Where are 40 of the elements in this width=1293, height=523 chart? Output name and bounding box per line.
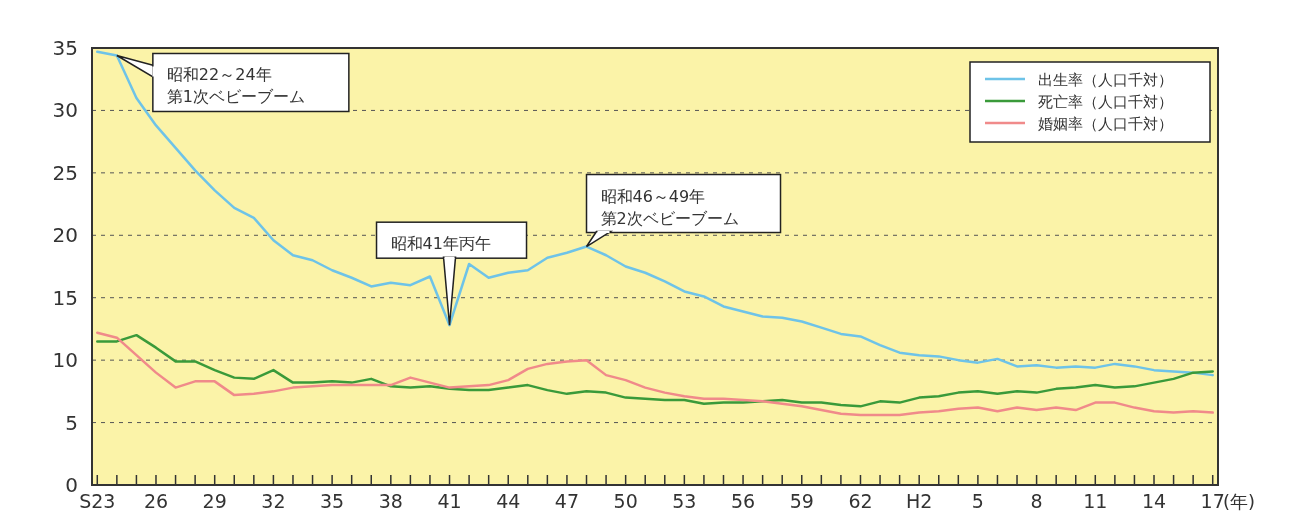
x-tick-label: 38 (378, 490, 403, 512)
x-tick-label: 35 (320, 490, 345, 512)
legend-label: 死亡率（人口千対） (1038, 93, 1173, 111)
annotation: 昭和22～24年 (166, 65, 272, 85)
x-tick-label: 32 (261, 490, 286, 512)
x-tick-label: 47 (554, 490, 580, 512)
x-tick-label: H2 (905, 490, 933, 512)
x-tick-label: 50 (613, 490, 638, 512)
y-tick-label: 15 (52, 285, 78, 310)
x-axis-title: (年) (1223, 491, 1256, 512)
annotation: 第1次ベビーブーム (166, 87, 306, 107)
x-tick-label: S23 (79, 490, 116, 512)
x-tick-label: 62 (848, 490, 873, 512)
y-tick-label: 5 (65, 410, 78, 435)
x-tick-label: 26 (143, 490, 169, 512)
y-tick-label: 35 (52, 36, 78, 60)
legend-label: 婚姻率（人口千対） (1038, 115, 1173, 133)
annotation: 第2次ベビーブーム (600, 208, 739, 228)
x-tick-label: 17 (1200, 490, 1225, 512)
callout: 昭和46～49年 第2次ベビーブーム (585, 173, 782, 248)
x-tick-label: 14 (1141, 490, 1167, 512)
legend-label: 出生率（人口千対） (1038, 71, 1173, 89)
annotation: 昭和46～49年 (600, 186, 706, 206)
callout: 昭和22～24年 第1次ベビーブーム (116, 52, 350, 113)
x-tick-label: 56 (730, 490, 756, 512)
x-tick-label: 44 (496, 490, 521, 512)
x-tick-label: 8 (1030, 490, 1043, 512)
y-tick-label: 30 (52, 98, 78, 123)
line-series (96, 50, 1214, 377)
y-tick-label: 20 (52, 223, 78, 248)
x-tick-label: 41 (437, 490, 462, 512)
x-tick-label: 29 (202, 490, 227, 512)
x-tick-label: 5 (971, 490, 984, 512)
x-tick-label: 11 (1083, 490, 1108, 512)
y-tick-label: 0 (65, 473, 78, 497)
x-tick-label: 53 (672, 490, 697, 512)
y-tick-label: 10 (52, 348, 78, 373)
y-tick-label: 25 (52, 160, 78, 185)
x-tick-label: 59 (789, 490, 814, 512)
annotation: 昭和41年丙午 (390, 234, 491, 254)
